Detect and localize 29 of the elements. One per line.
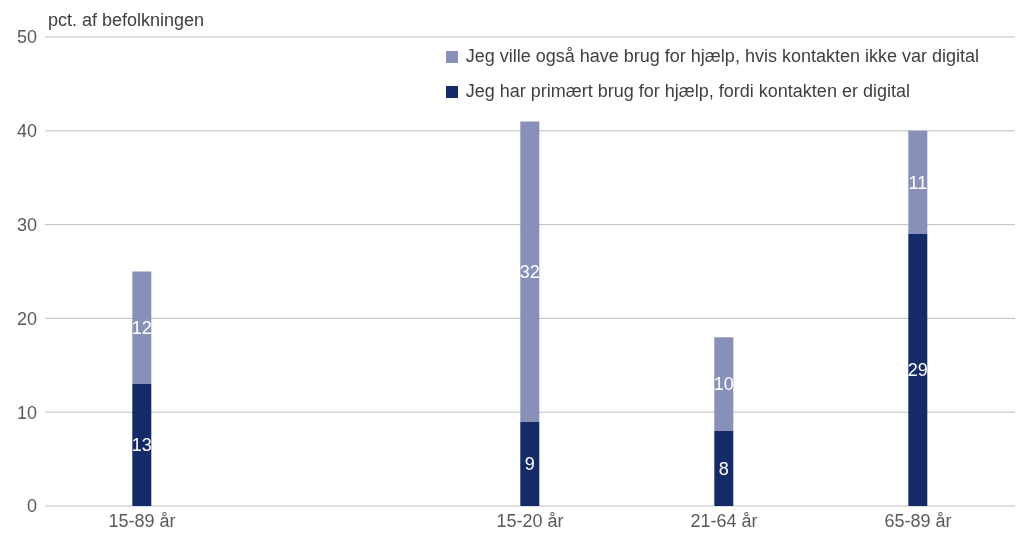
y-tick-label: 30	[16, 214, 37, 235]
data-label: 10	[713, 374, 734, 395]
x-tick-label: 21-64 år	[690, 510, 758, 531]
y-tick-label: 50	[16, 27, 37, 48]
bar	[520, 121, 540, 422]
bar	[132, 271, 152, 385]
x-tick-label: 15-20 år	[496, 510, 564, 531]
data-label: 9	[524, 454, 535, 475]
data-label: 11	[908, 172, 928, 193]
bar	[132, 384, 152, 506]
bar	[714, 337, 734, 431]
bar	[714, 430, 734, 506]
x-tick-label: 65-89 år	[884, 510, 952, 531]
y-tick-label: 10	[16, 402, 37, 423]
data-label: 32	[519, 261, 540, 282]
legend-label: Jeg har primært brug for hjælp, fordi kontakten er digital	[465, 81, 910, 102]
data-label: 13	[131, 435, 152, 456]
bar	[520, 421, 540, 506]
y-tick-label: 20	[16, 308, 37, 329]
y-tick-label: 0	[26, 496, 37, 517]
legend-label: Jeg ville også have brug for hjælp, hvis kontakten ikke var digital	[465, 46, 979, 67]
x-tick-label: 15-89 år	[108, 510, 176, 531]
bar	[908, 233, 928, 506]
data-label: 8	[718, 458, 729, 479]
bar	[908, 130, 928, 234]
data-label: 29	[907, 360, 928, 381]
data-label: 12	[131, 318, 152, 339]
y-axis-title: pct. af befolkningen	[48, 10, 205, 31]
y-tick-label: 40	[16, 121, 37, 142]
